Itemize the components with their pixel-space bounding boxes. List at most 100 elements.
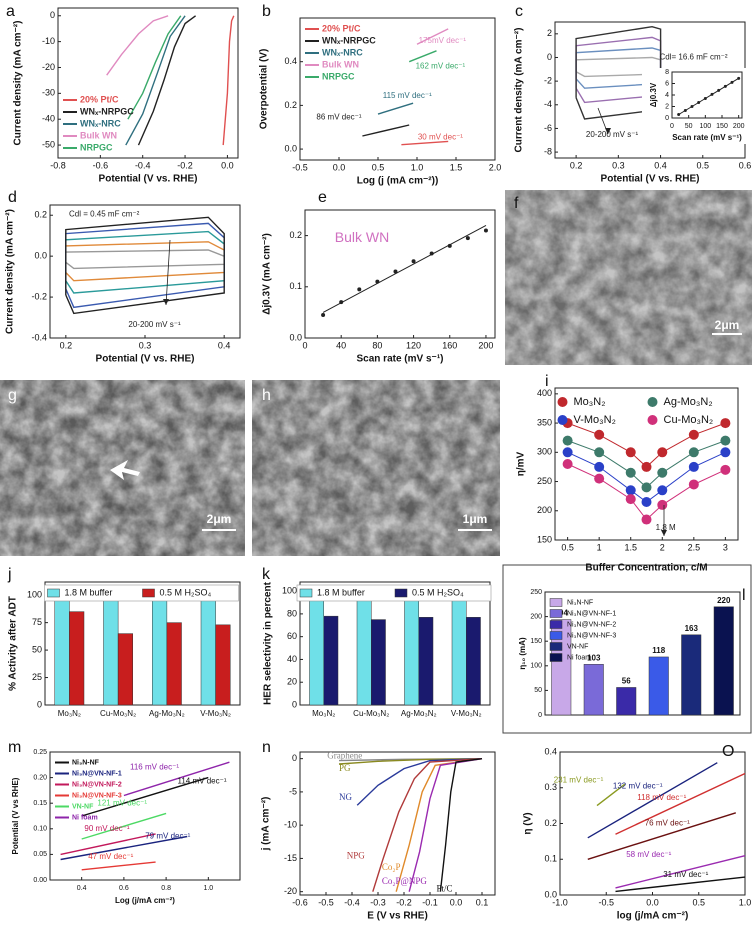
x-tick-label: -0.8 — [50, 160, 66, 170]
y-tick-label: 0.0 — [544, 889, 557, 899]
data-point — [657, 485, 668, 496]
y-tick-label: 0.2 — [289, 230, 302, 240]
legend-label: WNₓ-NRC — [322, 47, 363, 57]
legend-swatch — [549, 642, 563, 651]
y-tick-label: 0.0 — [289, 332, 302, 342]
data-point — [641, 482, 652, 493]
annotation: 79 mV dec⁻¹ — [145, 832, 190, 841]
x-axis-label: Log (j (mA cm⁻²)) — [357, 176, 439, 187]
x-tick-label: 0.4 — [218, 340, 231, 350]
series-line — [60, 835, 188, 861]
data-point — [720, 447, 731, 458]
data-point — [688, 461, 699, 472]
y-tick-label: 2 — [665, 103, 669, 110]
annotation: Cdl = 0.45 mF cm⁻² — [69, 209, 140, 218]
x-tick-label: 1.5 — [450, 162, 463, 172]
series-line — [106, 15, 169, 76]
series-line — [587, 812, 737, 860]
y-tick-label: -20 — [284, 886, 297, 896]
bar — [418, 617, 434, 706]
legend-swatch — [394, 588, 408, 598]
curve-label: Graphene — [327, 750, 362, 760]
y-tick-label: 0.25 — [33, 749, 47, 756]
data-point — [717, 88, 721, 92]
y-tick-label: 0.00 — [33, 877, 47, 884]
x-tick-label: 0.6 — [119, 885, 129, 892]
x-tick-label: 1.0 — [411, 162, 424, 172]
y-tick-label: 0.0 — [284, 143, 297, 153]
series-line — [125, 15, 186, 146]
data-point — [562, 459, 573, 469]
series-line — [377, 102, 414, 115]
series-line — [127, 15, 182, 120]
bar — [54, 594, 70, 706]
legend-swatch — [647, 415, 658, 425]
bar — [371, 619, 386, 706]
bar — [451, 596, 467, 706]
data-label: 220 — [717, 596, 731, 605]
y-tick-label: 0 — [538, 712, 542, 719]
x-tick-label: -0.4 — [344, 897, 360, 907]
x-tick-label: -0.2 — [396, 897, 412, 907]
y-tick-label: 250 — [530, 589, 542, 596]
arrow — [165, 239, 171, 306]
bar — [404, 597, 419, 706]
data-point — [683, 109, 687, 113]
y-tick-label: 150 — [530, 638, 542, 645]
x-tick-label: -0.2 — [177, 160, 193, 170]
x-tick-label: -0.1 — [422, 897, 438, 907]
y-axis-label: Δj0.3V — [649, 82, 658, 107]
series-line — [65, 216, 225, 315]
y-tick-label: -15 — [284, 853, 297, 863]
legend-label: WNₓ-NRPGC — [80, 106, 134, 116]
legend-swatch — [549, 631, 563, 640]
legend-label: VN-NF — [567, 643, 588, 650]
legend-label: Ni₃N@VN-NF-3 — [72, 792, 122, 799]
y-tick-label: 0 — [50, 10, 55, 20]
legend-label: NRPGC — [80, 142, 113, 152]
y-tick-label: 150 — [537, 534, 552, 544]
annotation: Bulk WN — [335, 229, 389, 245]
data-point — [688, 429, 699, 440]
y-tick-label: 0.1 — [544, 854, 557, 864]
data-point — [483, 228, 488, 233]
y-tick-label: -4 — [544, 99, 552, 109]
y-axis-label: η/mV — [516, 451, 527, 476]
y-tick-label: 0 — [292, 753, 297, 763]
legend-label: Ni₃N@VN-NF-1 — [567, 610, 616, 617]
x-tick-label: 0.5 — [372, 162, 385, 172]
bar — [681, 634, 702, 716]
y-tick-label: 100 — [530, 663, 542, 670]
annotation: 114 mV dec⁻¹ — [178, 777, 227, 786]
y-axis-label: Overpotential (V) — [259, 49, 270, 130]
data-point — [720, 435, 731, 446]
bar — [152, 594, 168, 706]
legend-swatch — [549, 653, 563, 662]
panel-l-frame — [502, 564, 752, 734]
legend-label: Ni₃N@VN-NF-2 — [567, 621, 616, 628]
annotation: 90 mV dec⁻¹ — [84, 824, 129, 833]
x-axis-label: Scan rate (mV s⁻¹) — [357, 354, 444, 365]
y-tick-label: 0.4 — [284, 56, 297, 66]
panel-label: n — [262, 739, 271, 756]
data-point — [723, 84, 727, 88]
y-tick-label: 0.0 — [34, 251, 47, 261]
bar — [466, 617, 481, 706]
bar — [648, 656, 669, 716]
y-tick-label: 8 — [665, 69, 669, 76]
annotation: 115 mV dec⁻¹ — [383, 91, 432, 100]
series-line — [81, 861, 156, 871]
data-point — [688, 479, 699, 490]
y-tick-label: 100 — [27, 590, 42, 600]
x-axis-label: E (V vs RHE) — [367, 911, 428, 922]
x-axis-label: Log (j/mA cm⁻²) — [115, 896, 175, 905]
annotation: 118 mV dec⁻¹ — [637, 793, 686, 802]
data-point — [720, 418, 731, 429]
curve-label: Co₂P — [382, 862, 401, 872]
bar — [309, 596, 324, 706]
y-axis-label: % Activity after ADT — [8, 596, 19, 691]
legend-swatch — [557, 415, 568, 425]
legend-label: Ag-Mo₃N₂ — [664, 396, 713, 408]
y-tick-label: 0 — [547, 52, 552, 62]
y-tick-label: 40 — [287, 654, 297, 664]
